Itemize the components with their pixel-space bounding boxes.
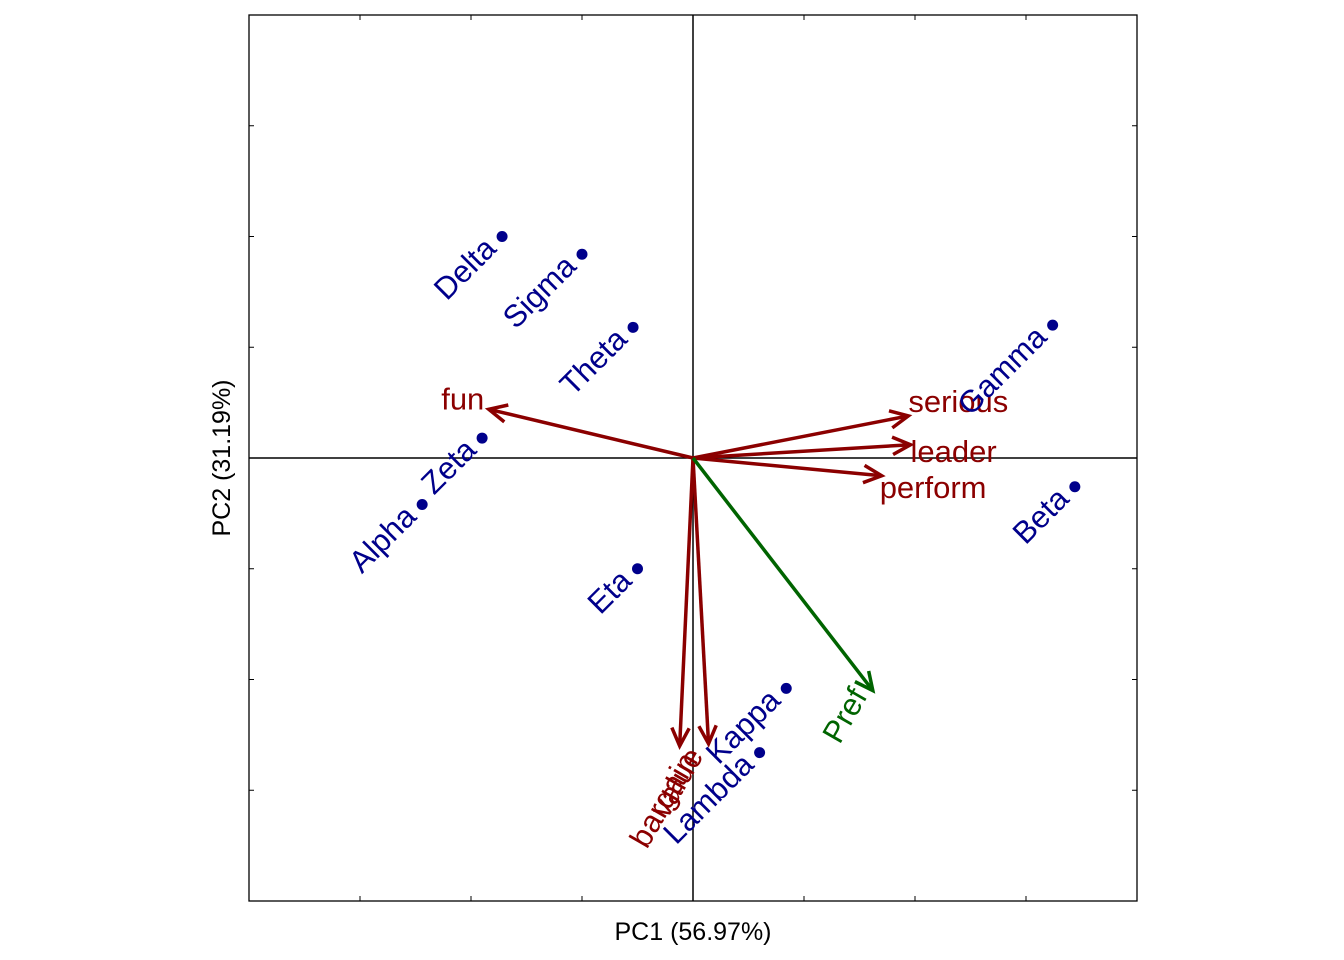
- point-marker: [627, 321, 639, 333]
- arrow-head: [888, 409, 913, 430]
- vector-label: leader: [911, 434, 997, 469]
- vector-fun: fun: [441, 381, 694, 460]
- point-zeta: Zeta: [414, 432, 488, 501]
- vector-serious: serious: [692, 384, 1008, 460]
- arrow-head: [891, 435, 915, 456]
- point-marker: [754, 747, 766, 759]
- vector-line: [677, 457, 695, 747]
- arrow-head: [484, 403, 509, 424]
- point-beta: Beta: [1006, 480, 1081, 551]
- arrow-head: [862, 463, 886, 485]
- point-marker: [1047, 319, 1059, 331]
- score-points: DeltaSigmaThetaZetaAlphaEtaGammaBetaKapp…: [342, 230, 1081, 851]
- x-axis-label: PC1 (56.97%): [614, 918, 771, 946]
- point-alpha: Alpha: [342, 498, 428, 579]
- point-label: Delta: [427, 230, 503, 306]
- point-theta: Theta: [553, 321, 639, 402]
- vector-line: [692, 456, 882, 478]
- arrow-head: [854, 670, 876, 694]
- vector-leader: leader: [692, 434, 997, 469]
- point-marker: [496, 231, 508, 242]
- point-label: Sigma: [496, 248, 583, 335]
- vector-label: Pref: [815, 682, 874, 749]
- point-marker: [576, 248, 588, 260]
- vector-value: value: [643, 457, 718, 823]
- vector-label: perform: [880, 470, 987, 505]
- point-label: Beta: [1006, 480, 1076, 550]
- point-sigma: Sigma: [496, 248, 588, 335]
- point-marker: [476, 432, 488, 444]
- y-axis-label: PC2 (31.19%): [208, 379, 236, 536]
- point-marker: [780, 682, 792, 694]
- point-label: Alpha: [342, 498, 423, 579]
- point-marker: [1069, 481, 1081, 493]
- vector-perform: perform: [692, 456, 987, 505]
- vector-label: fun: [441, 381, 484, 416]
- point-marker: [632, 563, 643, 575]
- arrow-head: [670, 726, 691, 750]
- vector-line: [488, 407, 694, 460]
- point-marker: [416, 499, 428, 511]
- vector-line: [691, 457, 711, 744]
- point-label: Theta: [553, 321, 634, 402]
- vector-line: [692, 442, 911, 460]
- point-eta: Eta: [581, 562, 643, 620]
- point-label: Zeta: [414, 432, 483, 501]
- arrow-head: [697, 724, 718, 748]
- vector-line: [691, 456, 875, 692]
- vector-label: serious: [908, 384, 1008, 419]
- point-delta: Delta: [427, 230, 508, 306]
- vector-line: [692, 414, 909, 460]
- point-label: Eta: [581, 562, 639, 620]
